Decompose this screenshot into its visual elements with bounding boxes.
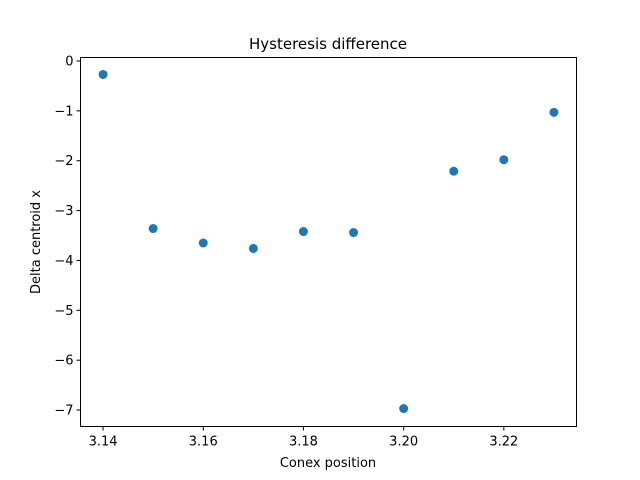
x-tick-label: 3.18 xyxy=(289,435,318,450)
data-point xyxy=(98,69,108,79)
x-axis-label: Conex position xyxy=(280,456,376,471)
points-layer xyxy=(98,69,559,414)
data-point xyxy=(298,227,308,237)
y-tick-label: 0 xyxy=(65,54,73,69)
y-tick-label: −6 xyxy=(54,354,73,369)
data-point xyxy=(449,166,459,176)
y-tick-label: −7 xyxy=(54,404,73,419)
y-tick-label: −1 xyxy=(54,104,73,119)
data-point xyxy=(549,107,559,117)
data-point xyxy=(148,224,158,234)
x-tick-label: 3.22 xyxy=(489,435,518,450)
data-point xyxy=(198,238,208,248)
x-tick-label: 3.20 xyxy=(389,435,418,450)
data-point xyxy=(248,243,258,253)
plot-frame xyxy=(80,57,577,427)
x-axis-ticks: 3.14 3.16 3.18 3.20 3.22 xyxy=(89,426,518,450)
data-point xyxy=(499,155,509,165)
y-tick-label: −3 xyxy=(54,204,73,219)
y-axis-ticks: 0 −1 −2 −3 −4 −5 −6 −7 xyxy=(54,54,81,419)
y-axis-label: Delta centroid x xyxy=(29,190,44,294)
x-tick-label: 3.16 xyxy=(189,435,218,450)
chart-title: Hysteresis difference xyxy=(249,35,407,53)
x-tick-label: 3.14 xyxy=(89,435,118,450)
y-tick-label: −2 xyxy=(54,154,73,169)
data-point xyxy=(399,404,409,414)
y-tick-label: −5 xyxy=(54,304,73,319)
data-point xyxy=(349,228,359,238)
y-tick-label: −4 xyxy=(54,254,73,269)
